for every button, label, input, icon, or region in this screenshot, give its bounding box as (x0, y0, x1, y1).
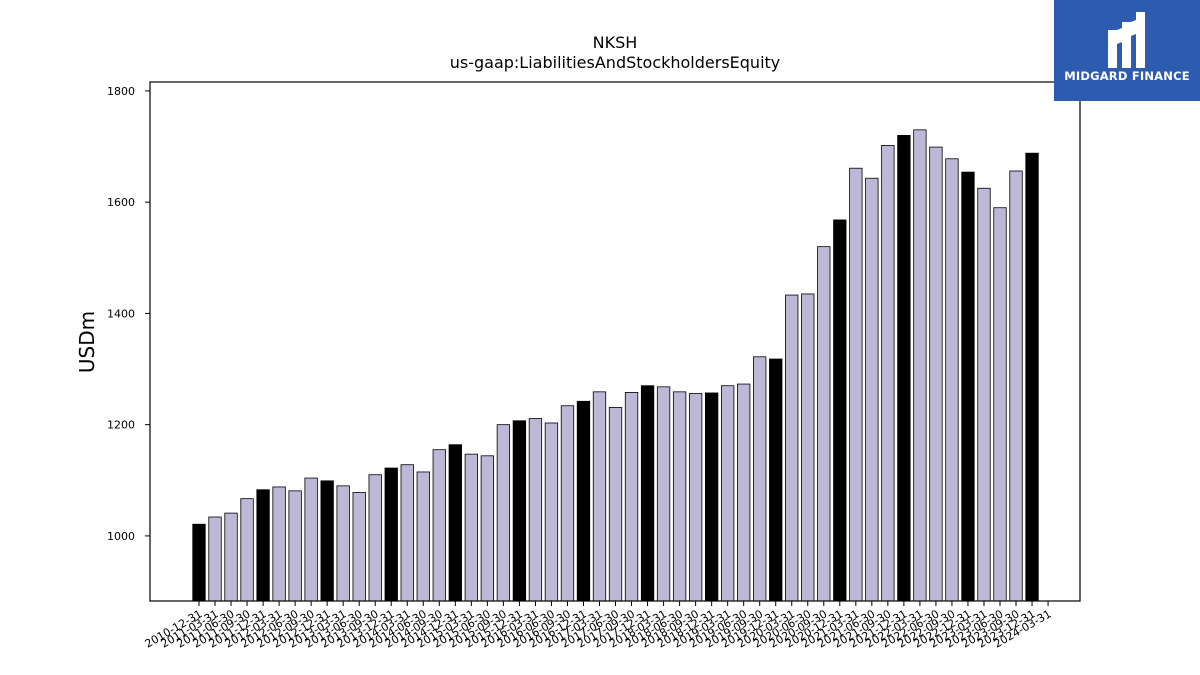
logo-mark-icon (1108, 12, 1145, 68)
bar-2014-03-31 (400, 464, 414, 602)
bar-2017-03-31 (592, 391, 607, 602)
y-axis-label: USDm (75, 311, 99, 373)
bar-2011-06-30 (224, 512, 238, 602)
chart-title: NKSH (593, 33, 638, 52)
bar-2018-03-31 (656, 386, 671, 602)
bar-2022-09-30 (945, 158, 959, 602)
bar-2013-03-31 (336, 485, 350, 602)
bar-2015-06-30 (480, 455, 495, 602)
y-tick-label: 1600 (107, 196, 135, 209)
bar-2015-12-31 (512, 420, 527, 602)
bar-2020-03-31 (785, 294, 799, 602)
bar-2021-06-30 (865, 177, 879, 602)
bar-2018-06-30 (672, 391, 687, 602)
bar-2015-09-30 (496, 424, 511, 602)
bar-2012-06-30 (288, 490, 302, 602)
bar-2011-12-31 (256, 489, 270, 602)
x-axis: 2010-12-312011-03-312011-06-302011-09-30… (143, 601, 1054, 651)
bar-2019-03-31 (721, 385, 735, 602)
bar-2014-12-31 (448, 444, 462, 602)
bar-2016-09-30 (560, 405, 575, 602)
plot-frame (149, 81, 1081, 602)
bar-2019-12-31 (769, 358, 783, 602)
bar-2016-06-30 (544, 422, 559, 602)
bar-2023-12-31 (1025, 152, 1039, 602)
bar-2017-06-30 (608, 407, 623, 602)
bar-2019-06-30 (737, 383, 751, 602)
bar-2012-12-31 (320, 480, 334, 602)
bar-2013-12-31 (384, 467, 398, 602)
bar-2021-12-31 (897, 134, 911, 602)
bar-2016-03-31 (528, 418, 543, 602)
bar-2023-09-30 (1009, 170, 1023, 602)
midgard-finance-logo: MIDGARD FINANCE (1054, 0, 1200, 101)
bar-2012-09-30 (304, 477, 318, 602)
bar-2013-09-30 (368, 474, 382, 602)
bar-2020-06-30 (801, 293, 815, 602)
bar-2015-03-31 (464, 453, 478, 602)
bar-2016-12-31 (576, 400, 591, 602)
bar-2018-12-31 (704, 392, 719, 602)
bar-2023-03-31 (977, 187, 991, 602)
y-tick-label: 1400 (107, 307, 135, 320)
bar-2014-09-30 (432, 449, 446, 602)
bar-2011-03-31 (208, 516, 222, 602)
bar-2022-06-30 (929, 146, 943, 602)
bar-2010-12-31 (192, 523, 206, 602)
bar-2019-09-30 (753, 356, 767, 602)
bar-2021-09-30 (881, 145, 895, 602)
bar-2012-03-31 (272, 486, 286, 602)
bar-2020-09-30 (817, 246, 831, 602)
bar-2023-06-30 (993, 207, 1007, 602)
bar-2017-09-30 (624, 391, 639, 602)
bar-group (192, 129, 1039, 602)
bar-2020-12-31 (833, 219, 847, 602)
chart-subtitle: us-gaap:LiabilitiesAndStockholdersEquity (450, 53, 781, 72)
bar-2017-12-31 (640, 385, 655, 602)
y-axis: 1000 1200 1400 1600 1800 (107, 85, 150, 543)
bar-2021-03-31 (849, 167, 863, 602)
y-tick-label: 1000 (107, 530, 135, 543)
bar-2011-09-30 (240, 498, 254, 602)
bar-2014-06-30 (416, 471, 430, 602)
y-tick-label: 1800 (107, 85, 135, 98)
bar-2022-12-31 (961, 171, 975, 602)
bar-2018-09-30 (688, 393, 703, 602)
bar-2022-03-31 (913, 129, 927, 602)
bar-2013-06-30 (352, 492, 366, 602)
logo-text: MIDGARD FINANCE (1064, 69, 1190, 83)
y-tick-label: 1200 (107, 419, 135, 432)
